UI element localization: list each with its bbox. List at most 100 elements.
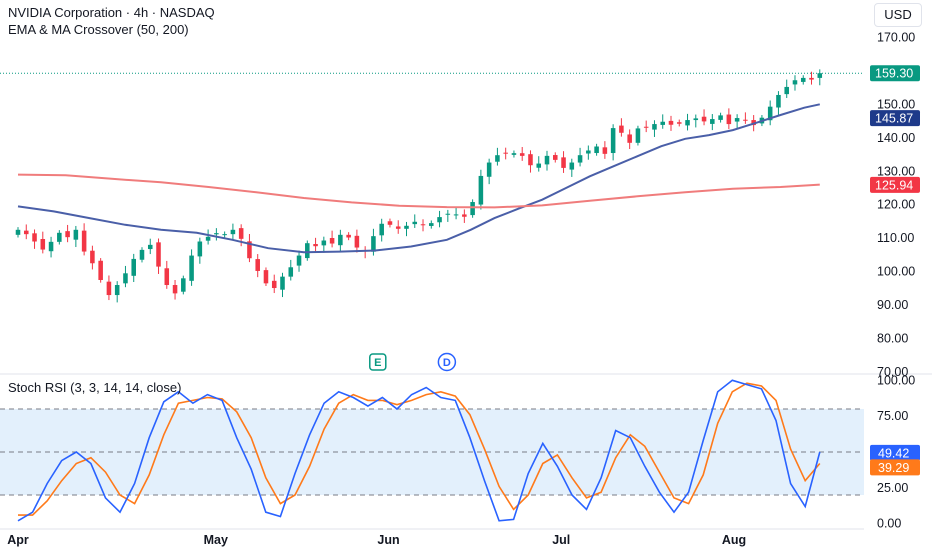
- oscillator-value-badge: [870, 444, 920, 461]
- symbol-title[interactable]: NVIDIA Corporation · 4h · NASDAQ: [8, 5, 215, 20]
- candle-body: [643, 126, 649, 128]
- candle-body: [503, 152, 508, 154]
- stoch-k-line: [17, 379, 821, 522]
- candle-body: [561, 157, 566, 168]
- price-label-badge: [870, 110, 920, 127]
- candle-body: [784, 86, 789, 95]
- candle-body: [305, 243, 310, 259]
- candle-body: [726, 114, 732, 125]
- candle-body: [280, 276, 285, 290]
- axes: 70.0080.0090.00100.00110.00120.00130.001…: [0, 30, 932, 547]
- candle-body: [181, 278, 186, 292]
- candle-body: [445, 213, 451, 215]
- candle-body: [90, 250, 95, 264]
- candle-body: [73, 229, 79, 240]
- candle-body: [15, 229, 21, 235]
- candle-body: [379, 223, 384, 236]
- candle-body: [313, 244, 318, 247]
- candle-body: [106, 281, 112, 296]
- candle-body: [586, 150, 591, 154]
- price-label-badge: [870, 65, 920, 82]
- candle-body: [329, 238, 335, 244]
- candle-body: [577, 155, 583, 163]
- indicator-legend[interactable]: EMA & MA Crossover (50, 200): [8, 22, 189, 37]
- candle-body: [676, 122, 682, 124]
- candle-body: [114, 285, 120, 296]
- oscillator-axis-tick: 25.00: [877, 481, 908, 495]
- candle-body: [776, 94, 781, 108]
- candle-body: [230, 229, 236, 235]
- candle-body: [495, 155, 500, 162]
- candle-body: [205, 236, 211, 241]
- candle-body: [685, 120, 690, 126]
- time-axis-tick: Apr: [7, 533, 29, 547]
- candle-body: [288, 267, 294, 277]
- candle-body: [387, 221, 393, 225]
- candle-body: [610, 128, 616, 154]
- candle-body: [354, 235, 360, 248]
- candle-body: [222, 234, 227, 236]
- price-axis-tick: 100.00: [877, 265, 915, 279]
- candle-body: [701, 116, 707, 122]
- oscillator-value-text: 49.42: [878, 446, 909, 460]
- candle-body: [544, 155, 550, 165]
- candle-body: [346, 234, 351, 238]
- candle-body: [594, 146, 599, 154]
- candle-body: [164, 268, 170, 286]
- event-label: E: [374, 357, 381, 369]
- candle-body: [470, 202, 475, 216]
- candle-body: [453, 214, 459, 216]
- stoch-d-line: [18, 382, 821, 516]
- candle-body: [255, 259, 260, 271]
- candle-body: [371, 236, 376, 252]
- candle-body: [98, 260, 103, 280]
- candle-body: [668, 120, 674, 125]
- candle-body: [553, 155, 558, 160]
- stoch-rsi-pane[interactable]: [0, 379, 864, 522]
- candle-body: [734, 118, 740, 122]
- candle-body: [197, 241, 203, 257]
- event-label: D: [443, 357, 451, 369]
- oscillator-axis-tick: 100.00: [877, 373, 915, 387]
- price-axis-tick: 120.00: [877, 198, 915, 212]
- oscillator-axis-tick: 75.00: [877, 409, 908, 423]
- time-axis-tick: May: [204, 533, 228, 547]
- price-label-text: 159.30: [875, 67, 913, 81]
- oscillator-value-badge: [870, 459, 920, 476]
- price-axis-tick: 140.00: [877, 131, 915, 145]
- candle-body: [817, 73, 823, 78]
- candle-body: [338, 234, 343, 246]
- candle-body: [214, 233, 219, 235]
- candle-body: [131, 258, 136, 276]
- candle-body: [65, 231, 70, 238]
- price-axis-tick: 70.00: [877, 365, 908, 379]
- ma-200-line: [17, 173, 820, 209]
- candle-body: [139, 249, 145, 260]
- price-label-text: 145.87: [875, 112, 913, 126]
- candle-body: [147, 244, 153, 250]
- candle-body: [767, 106, 773, 121]
- price-axis-tick: 80.00: [877, 332, 908, 346]
- candle-body: [123, 273, 128, 284]
- candle-body: [238, 228, 244, 239]
- candle-body: [57, 232, 62, 242]
- candle-body: [652, 124, 657, 130]
- candle-body: [462, 214, 467, 217]
- candle-body: [718, 115, 723, 120]
- candle-body: [395, 226, 401, 229]
- oscillator-legend[interactable]: Stoch RSI (3, 3, 14, 14, close): [8, 380, 182, 395]
- price-axis-tick: 170.00: [877, 30, 915, 44]
- candle-body: [792, 80, 798, 85]
- time-axis-tick: Aug: [722, 533, 746, 547]
- candle-body: [519, 153, 525, 156]
- candle-body: [743, 119, 748, 121]
- candle-body: [263, 270, 269, 284]
- candle-body: [602, 147, 608, 154]
- candle-body: [81, 230, 87, 252]
- candle-body: [536, 163, 542, 168]
- price-axis-tick: 150.00: [877, 97, 915, 111]
- currency-button[interactable]: USD: [874, 3, 922, 27]
- candle-body: [511, 153, 517, 155]
